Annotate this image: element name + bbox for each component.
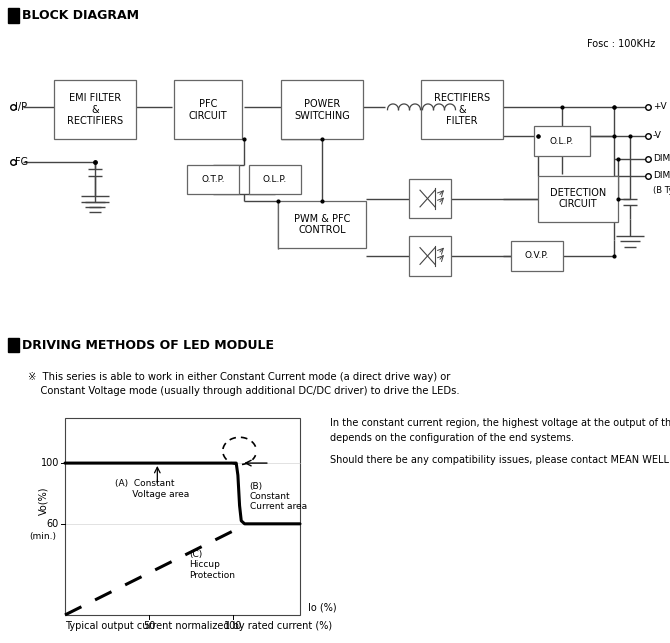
Text: depends on the configuration of the end systems.: depends on the configuration of the end … <box>330 433 574 442</box>
Text: (min.): (min.) <box>29 532 56 541</box>
Bar <box>409 179 451 219</box>
Bar <box>538 176 618 221</box>
Text: PWM & PFC
CONTROL: PWM & PFC CONTROL <box>294 214 350 235</box>
Text: DIM-: DIM- <box>653 171 670 180</box>
Text: -V: -V <box>653 131 662 140</box>
Text: 50: 50 <box>143 621 155 631</box>
Text: 60: 60 <box>47 519 59 529</box>
Text: 100: 100 <box>41 458 59 468</box>
Text: FG: FG <box>15 157 28 167</box>
Text: RECTIFIERS
&
FILTER: RECTIFIERS & FILTER <box>434 93 490 126</box>
Text: DRIVING METHODS OF LED MODULE: DRIVING METHODS OF LED MODULE <box>22 339 274 352</box>
Text: ※  This series is able to work in either Constant Current mode (a direct drive w: ※ This series is able to work in either … <box>28 372 450 383</box>
Text: O.L.P.: O.L.P. <box>550 136 574 145</box>
Text: DETECTION
CIRCUIT: DETECTION CIRCUIT <box>550 188 606 210</box>
Text: DIM+: DIM+ <box>653 154 670 163</box>
Bar <box>281 80 363 139</box>
Bar <box>534 127 590 156</box>
Text: (A)  Constant
      Voltage area: (A) Constant Voltage area <box>115 479 190 498</box>
Bar <box>249 165 301 194</box>
Text: Vo(%): Vo(%) <box>38 487 48 516</box>
Bar <box>174 80 242 139</box>
Bar <box>65 417 300 615</box>
Text: O.L.P.: O.L.P. <box>263 176 287 184</box>
Text: O.V.P.: O.V.P. <box>525 251 549 260</box>
Text: (B Type): (B Type) <box>653 186 670 195</box>
Text: Constant Voltage mode (usually through additional DC/DC driver) to drive the LED: Constant Voltage mode (usually through a… <box>28 386 460 397</box>
Bar <box>54 80 136 139</box>
Text: 100: 100 <box>224 621 242 631</box>
Bar <box>187 165 239 194</box>
Text: Typical output current normalized by rated current (%): Typical output current normalized by rat… <box>65 621 332 631</box>
Text: In the constant current region, the highest voltage at the output of the driver: In the constant current region, the high… <box>330 417 670 428</box>
Text: Should there be any compatibility issues, please contact MEAN WELL.: Should there be any compatibility issues… <box>330 455 670 465</box>
Text: BLOCK DIAGRAM: BLOCK DIAGRAM <box>22 9 139 22</box>
Text: POWER
SWITCHING: POWER SWITCHING <box>294 99 350 120</box>
Text: Fosc : 100KHz: Fosc : 100KHz <box>587 39 655 49</box>
Text: O.T.P.: O.T.P. <box>201 176 224 184</box>
Text: EMI FILTER
&
RECTIFIERS: EMI FILTER & RECTIFIERS <box>67 93 123 126</box>
Text: +V: +V <box>653 102 667 111</box>
Bar <box>409 236 451 276</box>
Bar <box>511 241 563 271</box>
Bar <box>421 80 503 139</box>
Text: (C)
Hiccup
Protection: (C) Hiccup Protection <box>189 550 235 580</box>
Bar <box>278 201 366 248</box>
Bar <box>8 8 19 23</box>
Text: (B)
Constant
Current area: (B) Constant Current area <box>250 482 307 511</box>
Text: Io (%): Io (%) <box>308 603 336 613</box>
Text: I/P: I/P <box>15 102 27 112</box>
Bar <box>8 338 19 352</box>
Text: PFC
CIRCUIT: PFC CIRCUIT <box>189 99 227 120</box>
